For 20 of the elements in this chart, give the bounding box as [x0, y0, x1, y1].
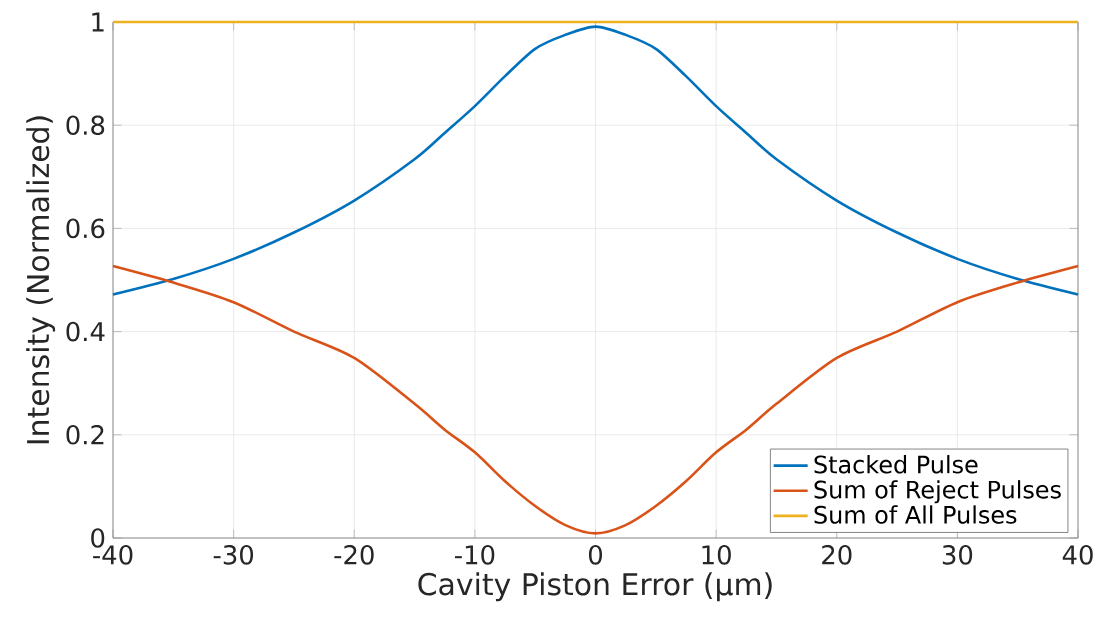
x-tick-label: -10 [454, 545, 495, 565]
y-axis-title: Intensity (Normalized) [26, 116, 56, 444]
y-tick-label: 0.6 [66, 218, 105, 239]
x-tick-label: 30 [942, 545, 973, 565]
y-tick-label: 1 [92, 12, 104, 32]
y-tick-label: 0.2 [66, 425, 104, 445]
x-tick-label: 40 [1062, 545, 1093, 565]
legend-label: Sum of Reject Pulses [814, 480, 1061, 504]
x-tick-label: -30 [213, 545, 254, 565]
x-tick-label: 10 [702, 545, 731, 565]
x-tick-label: 20 [822, 545, 852, 565]
legend-label: Stacked Pulse [814, 455, 978, 474]
x-axis-title: Cavity Piston Error (μm) [418, 572, 772, 602]
x-tick-label: 0 [588, 545, 603, 565]
x-tick-label: -20 [334, 545, 374, 565]
line-series [111, 25, 1080, 296]
y-tick-label: 0.8 [66, 115, 105, 135]
line-series [111, 264, 1080, 535]
legend-label: Sum of All Pulses [814, 505, 1017, 524]
y-tick-label: 0.4 [66, 321, 105, 342]
